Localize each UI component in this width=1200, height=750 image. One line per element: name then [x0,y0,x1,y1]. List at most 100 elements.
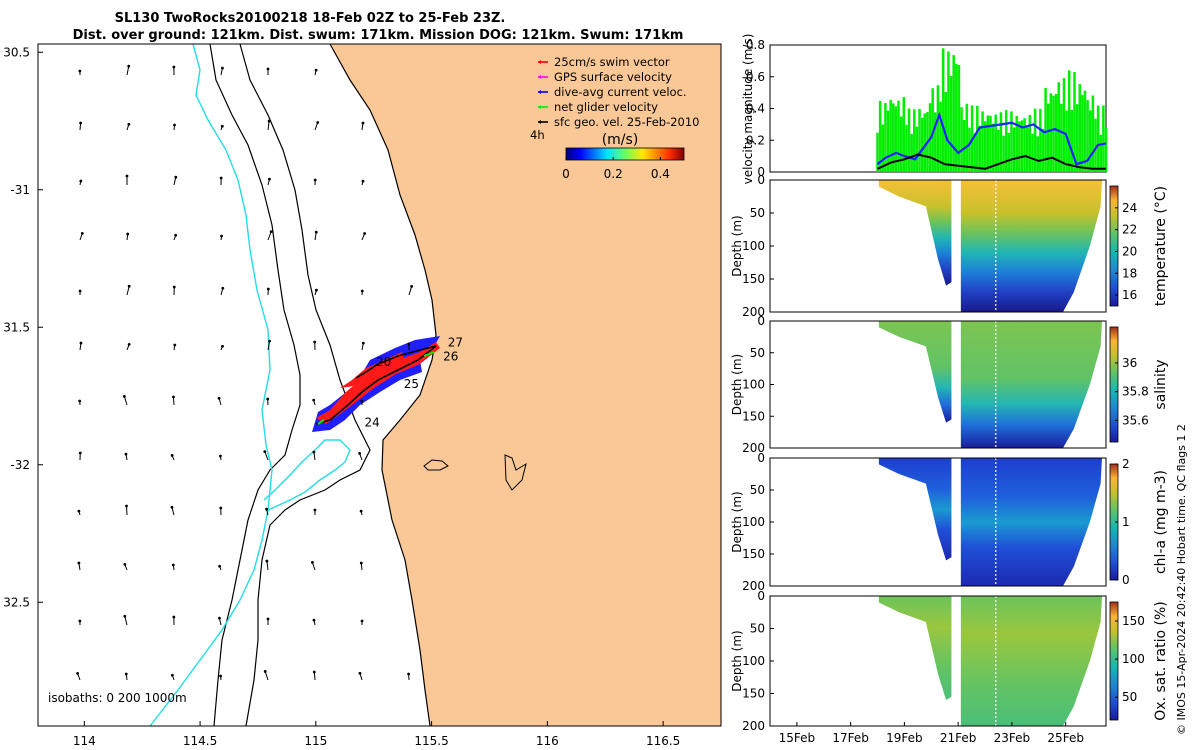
geo-velocity-arrow [264,451,269,461]
geo-velocity-arrow-head [127,284,131,288]
geo-velocity-arrow-head [314,288,318,292]
legend-swatch-head [538,60,541,64]
geo-velocity-arrow-head [172,395,175,399]
section-y-tick-label: 50 [750,346,765,360]
rottnest-island [423,459,449,471]
section-y-tick-label: 50 [750,622,765,636]
section-y-tick-label: 0 [757,451,765,465]
geo-velocity-arrow-head [173,343,177,347]
section-y-tick-label: 200 [742,441,765,455]
geo-velocity-arrow-head [314,68,318,72]
colorbar-side-label: 4h [530,128,545,142]
section-colorbar-tick-label: 50 [1122,690,1137,704]
geo-velocity-arrow [264,671,269,681]
section-colorbar [1109,326,1119,443]
geo-velocity-arrow-head [174,175,178,179]
section-colorbar-tick-label: 1 [1122,515,1130,529]
section-panel-2: 0 50 100 150 200 Depth (m) 35.6 35.8 36 salinity [730,314,1169,455]
legend-swatch-head [538,90,541,94]
geo-velocity-arrow-head [361,121,365,125]
geo-velocity-arrow-head [314,230,318,234]
legend-label: net glider velocity [554,100,658,114]
section-y-tick-label: 100 [742,654,765,668]
geo-velocity-arrow-head [219,176,223,180]
velocity-y-tick-label: 0.2 [746,133,765,147]
section-panel-4: 0 50 100 150 200 Depth (m) 50 100 150 Ox. sat. ra… [730,589,1169,733]
colorbar-gradient [565,147,685,161]
section-colorbar-label: Ox. sat. ratio (%) [1153,601,1169,720]
time-tick-label: 15Feb [779,731,816,745]
geo-velocity-arrow-head [79,341,83,345]
geo-velocity-arrow-head [172,285,176,289]
map-axes-frame [37,43,722,727]
geo-velocity-arrow-head [79,179,83,183]
swim-vector-swath [316,342,440,424]
geo-velocity-arrow-head [173,123,176,127]
isobath-200m [239,43,371,727]
section-colorbar-tick-label: 24 [1122,201,1137,215]
section-y-tick-label: 150 [742,687,765,701]
geo-velocity-arrow-head [218,616,221,620]
geo-velocity-arrow-head [268,339,271,343]
geo-velocity-arrow-head [78,399,82,403]
geo-velocity-arrow [124,616,128,626]
geo-velocity-arrow-head [219,506,223,510]
geo-velocity-arrow-head [221,286,225,290]
geo-velocity-arrow [267,121,270,131]
geo-velocity-arrow-head [410,284,414,288]
section-swath-deployment-1 [878,180,952,286]
geo-velocity-arrow [267,341,271,351]
legend-label: sfc geo. vel. 25-Feb-2010 [554,115,700,129]
map-x-tick-label: 114.5 [183,734,217,748]
legend-label: GPS surface velocity [554,70,672,84]
section-y-tick-label: 150 [742,547,765,561]
day-label: 24 [364,415,379,429]
section-y-tick-label: 50 [750,483,765,497]
geo-velocity-arrow-head [170,505,174,509]
time-tick-label: 21Feb [940,731,977,745]
velocity-y-tick-label: 0.4 [746,102,765,116]
net-glider-velocity-line [877,153,1106,170]
section-swath-deployment-2 [960,321,1102,448]
day-label: 25 [404,377,419,391]
colorbar-tick-label: 0 [562,167,570,181]
section-y-tick-label: 150 [742,409,765,423]
sfc-geo-velocity-arrows [76,64,414,681]
geo-velocity-arrow [123,396,128,406]
section-colorbar-label: chl-a (mg m-3) [1153,470,1169,574]
velocity-y-tick-label: 0.8 [746,38,765,52]
map-y-tick-label: 30.5 [3,45,30,59]
geo-velocity-arrow-head [80,231,84,235]
geo-velocity-arrow-head [358,452,362,455]
time-tick-label: 19Feb [886,731,923,745]
legend-swatch-head [538,120,541,124]
velocity-y-ticks: 0 0.2 0.4 0.6 0.8 [746,38,774,179]
section-y-tick-label: 100 [742,239,765,253]
geo-velocity-arrow-head [123,614,127,618]
geo-velocity-arrow-head [266,397,270,401]
geo-velocity-arrow-head [79,121,83,125]
map-y-tick-label: -31 [10,183,30,197]
geo-velocity-arrow-head [360,619,364,623]
geo-velocity-arrow-head [310,561,314,564]
geo-velocity-arrow [126,66,130,76]
map-y-tick-label: 32.5 [3,595,30,609]
geo-velocity-arrow-head [217,396,221,400]
figure-title-line2: Dist. over ground: 121km. Dist. swum: 17… [73,28,684,43]
section-colorbar-tick-label: 20 [1122,244,1137,258]
geo-velocity-arrow-head [359,509,363,513]
geo-velocity-arrow-head [123,562,127,566]
geo-velocity-arrow-head [360,289,364,293]
garden-island [504,454,527,491]
section-colorbar-tick-label: 18 [1122,266,1137,280]
map-x-tick-label: 116 [536,734,559,748]
section-y-label: Depth (m) [730,630,744,691]
geo-velocity-arrow-head [221,66,224,70]
geo-velocity-arrow-head [127,64,131,68]
geo-velocity-arrow-head [312,398,316,402]
geo-velocity-arrow-head [127,122,131,126]
section-swath-deployment-1 [878,321,952,423]
